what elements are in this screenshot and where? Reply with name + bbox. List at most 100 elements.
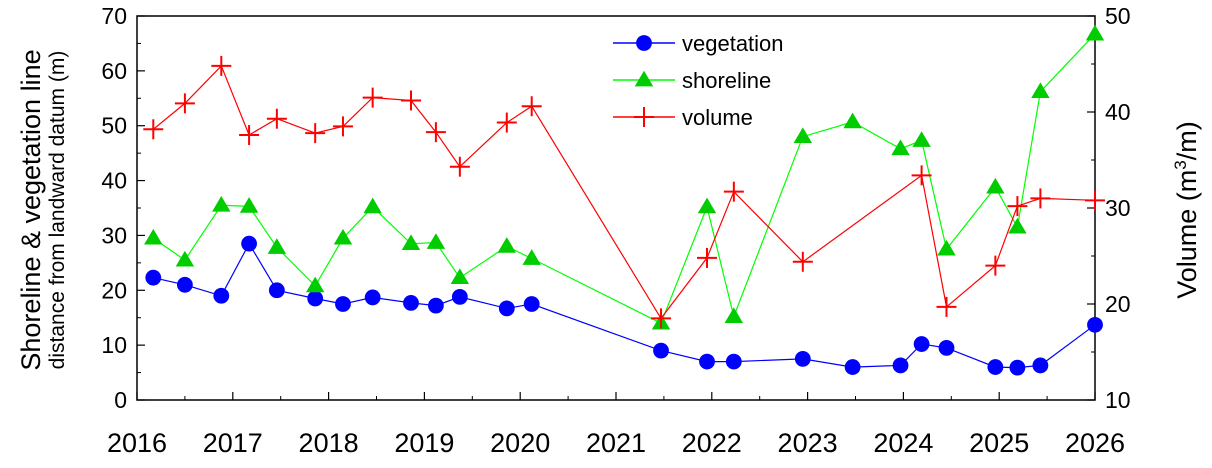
series-line-volume	[152, 64, 1096, 320]
y-right-tick-label: 30	[1105, 195, 1131, 221]
x-tick-label: 2022	[682, 428, 742, 458]
y-right-tick-label: 50	[1105, 3, 1131, 29]
volume-point	[1030, 188, 1051, 209]
vegetation-point	[241, 235, 257, 252]
volume-point	[985, 255, 1006, 276]
volume-point	[792, 251, 813, 272]
x-tick-label: 2018	[299, 428, 359, 458]
volume-point	[425, 122, 446, 143]
volume-point	[143, 119, 164, 140]
shoreline-point	[724, 307, 744, 323]
volume-point	[1007, 196, 1028, 217]
legend-label: shoreline	[682, 68, 771, 93]
series-layer	[143, 24, 1105, 376]
volume-point	[651, 308, 672, 329]
vegetation-point	[653, 342, 669, 359]
vegetation-point	[987, 359, 1004, 375]
y-left-tick-label: 0	[114, 387, 127, 413]
volume-point	[400, 90, 421, 111]
y-left-tick-label: 30	[101, 222, 127, 248]
x-tick-label: 2016	[107, 428, 167, 458]
axes: 2016 2017 2018 2019 2020 2021 2022 2023 2024 2025…	[101, 3, 1130, 458]
volume-point	[936, 296, 957, 317]
shoreline-point	[363, 197, 382, 214]
y-left-tick-label: 70	[101, 3, 127, 29]
y-left-tick-label: 40	[101, 168, 127, 194]
vegetation-point	[268, 282, 285, 299]
shoreline-point	[843, 112, 862, 129]
y-left-axis-title-line2: distance from landward datum (m)	[46, 51, 69, 370]
shoreline-point	[450, 268, 470, 285]
volume-point	[521, 96, 542, 117]
vegetation-point	[213, 287, 230, 304]
series-vegetation	[145, 235, 1103, 376]
shoreline-point	[267, 238, 287, 254]
y-left-tick-label: 20	[101, 277, 127, 303]
vegetation-point	[1032, 357, 1049, 374]
x-tick-label: 2024	[873, 428, 933, 458]
series-line-shoreline	[152, 33, 1096, 325]
shoreline-point	[912, 131, 931, 147]
shoreline-point	[212, 195, 231, 212]
y-right-axis-title: Volume (m3/m)	[1171, 121, 1202, 299]
shoreline-point	[937, 239, 956, 256]
legend-label: vegetation	[682, 31, 784, 56]
shoreline-point	[333, 228, 353, 245]
x-tick-label: 2025	[969, 428, 1029, 458]
series-shoreline	[144, 24, 1105, 330]
volume-point	[449, 156, 470, 177]
x-tick-label: 2017	[203, 428, 263, 458]
shoreline-point	[175, 250, 195, 267]
legend-marker	[634, 70, 654, 87]
legend: vegetation shoreline volume	[613, 31, 784, 130]
y-left-tick-label: 50	[101, 113, 127, 139]
shoreline-point	[697, 197, 717, 214]
vegetation-point	[794, 350, 811, 367]
shoreline-point	[793, 127, 813, 144]
x-tick-label: 2021	[586, 428, 646, 458]
y-right-tick-label: 40	[1105, 99, 1131, 125]
volume-point	[239, 125, 260, 146]
volume-point	[266, 108, 287, 129]
vegetation-point	[145, 269, 162, 286]
shoreline-point	[522, 249, 541, 265]
shoreline-point	[401, 234, 421, 251]
legend-item-volume: volume	[613, 105, 753, 130]
shoreline-point	[426, 233, 446, 249]
x-tick-label: 2023	[778, 428, 838, 458]
volume-point	[211, 55, 232, 76]
y-right-tick-label: 10	[1105, 387, 1131, 413]
vegetation-point	[699, 353, 715, 370]
x-tick-label: 2026	[1065, 428, 1125, 458]
volume-point	[362, 87, 383, 108]
y-right-tick-label: 20	[1105, 291, 1131, 317]
vegetation-point	[913, 336, 930, 352]
shoreline-point	[1008, 217, 1027, 234]
vegetation-point	[938, 339, 955, 356]
vegetation-point	[307, 290, 324, 307]
vegetation-point	[892, 357, 909, 374]
vegetation-point	[1009, 359, 1026, 376]
vegetation-point	[451, 288, 468, 305]
x-tick-label: 2020	[490, 428, 550, 458]
volume-point	[723, 181, 744, 202]
legend-marker	[634, 107, 654, 127]
vegetation-point	[427, 297, 444, 314]
shoreline-point	[1085, 24, 1105, 41]
volume-point	[496, 112, 517, 133]
shoreline-point	[891, 139, 910, 156]
series-volume	[143, 55, 1105, 329]
volume-point	[174, 93, 195, 114]
vegetation-point	[844, 359, 861, 375]
legend-marker	[636, 35, 652, 51]
vegetation-point	[498, 300, 515, 317]
vegetation-point	[335, 296, 351, 312]
y-left-tick-label: 10	[101, 332, 127, 358]
legend-item-shoreline: shoreline	[613, 68, 771, 93]
volume-point	[332, 116, 353, 137]
y-left-tick-label: 60	[101, 58, 127, 84]
volume-point	[911, 165, 932, 186]
vegetation-point	[176, 276, 193, 293]
vegetation-point	[1087, 316, 1103, 333]
